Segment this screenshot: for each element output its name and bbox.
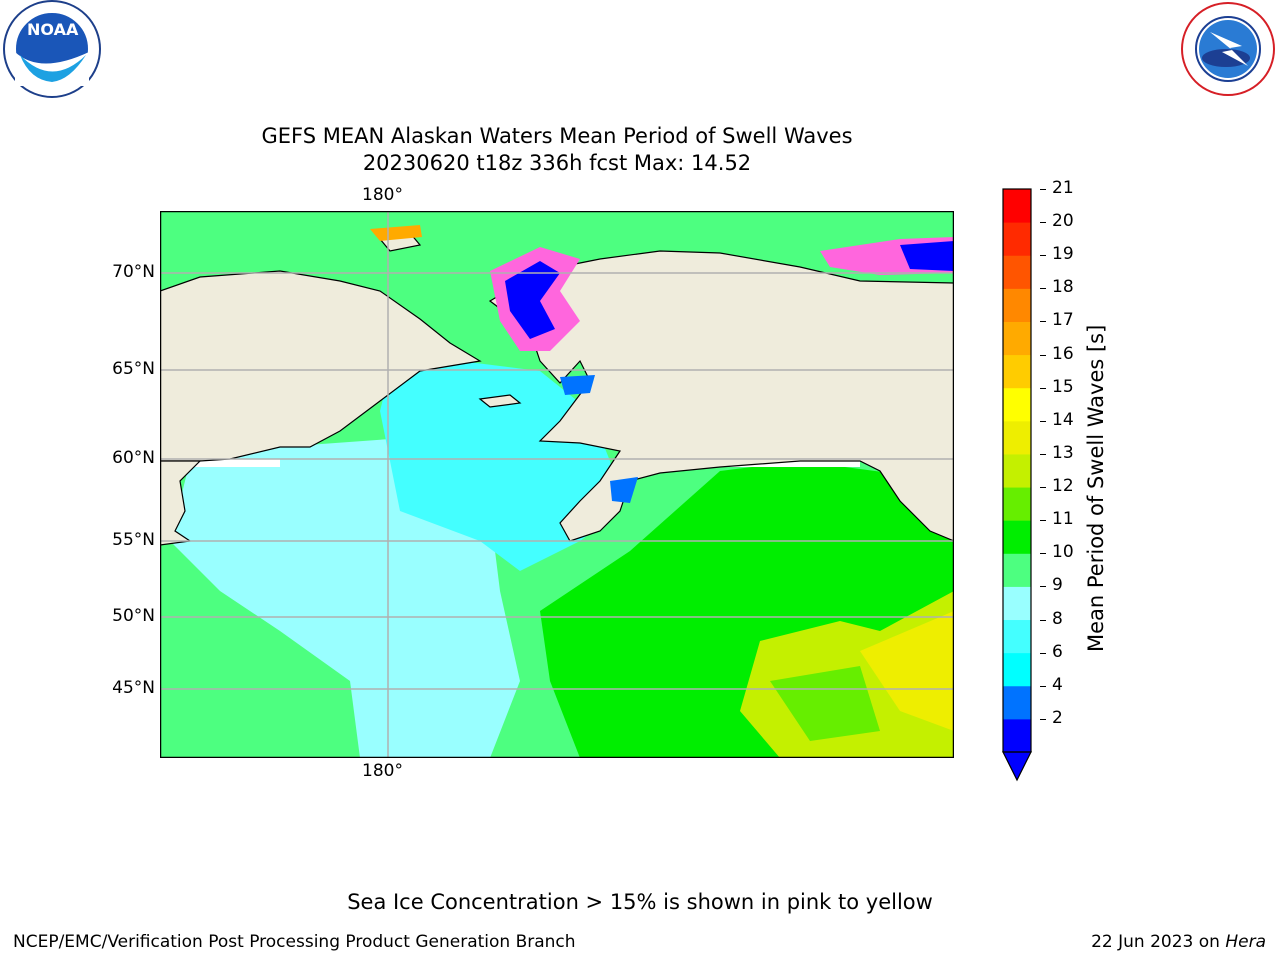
lat-label: 70°N [112, 262, 155, 282]
field-yellow [860, 611, 954, 731]
colorbar-segment [1003, 520, 1031, 554]
colorbar-segment [1003, 420, 1031, 455]
colorbar-segment [1003, 354, 1031, 389]
colorbar-tick-label: 11 [1052, 509, 1074, 530]
colorbar-tick-mark [1040, 321, 1046, 323]
colorbar-tick-label: 9 [1052, 575, 1063, 596]
colorbar-tick-label: 19 [1052, 244, 1074, 265]
missing-band [730, 459, 860, 467]
colorbar-segment [1003, 321, 1031, 356]
land-kamchatka [160, 460, 202, 546]
colorbar-segment [1003, 487, 1031, 521]
colorbar-segment [1003, 553, 1031, 587]
land-st-lawrence-island [478, 394, 522, 408]
colorbar-tick-label: 17 [1052, 310, 1074, 331]
ice-edge-orange [370, 225, 422, 241]
colorbar-tick-mark [1040, 520, 1046, 522]
nws-logo [1176, 0, 1280, 100]
colorbar-tick-mark [1040, 420, 1046, 422]
colorbar-tick-label: 8 [1052, 608, 1063, 629]
lat-label: 65°N [112, 359, 155, 379]
colorbar-tick-mark [1040, 387, 1046, 389]
lat-label: 50°N [112, 606, 155, 626]
lat-label: 55°N [112, 530, 155, 550]
colorbar-tick-label: 10 [1052, 542, 1074, 563]
colorbar-segment [1003, 453, 1031, 488]
colorbar-tick-label: 13 [1052, 442, 1074, 463]
colorbar-tick-label: 2 [1052, 707, 1063, 728]
colorbar-segment [1003, 619, 1031, 654]
colorbar-tick-label: 18 [1052, 277, 1074, 298]
chart-subtitle: 20230620 t18z 336h fcst Max: 14.52 [362, 151, 752, 175]
footer-date-text: 22 Jun 2023 on [1091, 932, 1220, 952]
lon-label-bottom: 180° [362, 761, 403, 781]
lat-label: 60°N [112, 448, 155, 468]
colorbar-segment [1003, 718, 1031, 753]
colorbar-tick-label: 16 [1052, 343, 1074, 364]
colorbar-segment [1003, 288, 1031, 322]
colorbar-tick-mark [1040, 354, 1046, 356]
map-svg [160, 211, 954, 758]
noaa-logo-text: NOAA [27, 20, 79, 39]
colorbar-tick-mark [1040, 553, 1046, 555]
graticule [160, 211, 954, 758]
colorbar-tick-label: 20 [1052, 211, 1074, 232]
colorbar-segment [1003, 189, 1031, 223]
colorbar-tick-label: 21 [1052, 178, 1074, 198]
colorbar-segment [1003, 222, 1031, 256]
colorbar-tick-mark [1040, 685, 1046, 687]
missing-band [160, 459, 280, 467]
ice-bristol-blue [610, 477, 638, 503]
colorbar-tick-label: 14 [1052, 409, 1074, 430]
colorbar-extend-arrow [1002, 751, 1032, 782]
colorbar-tick-mark [1040, 453, 1046, 455]
colorbar-tick-mark [1040, 652, 1046, 654]
colorbar-tick-label: 4 [1052, 674, 1063, 695]
colorbar-segment [1003, 586, 1031, 621]
field-green-patch [770, 666, 880, 741]
noaa-logo: NOAA [0, 0, 104, 100]
colorbar-tick-label: 15 [1052, 376, 1074, 397]
ice-bay-blue [560, 375, 595, 395]
colorbar-segment [1003, 685, 1031, 720]
map-panel [160, 211, 954, 758]
footer-date: 22 Jun 2023 on Hera [1091, 932, 1266, 952]
colorbar-tick-label: 6 [1052, 641, 1063, 662]
colorbar-ticks: 21 20 19 18 17 16 15 14 13 12 11 10 9 8 6 4 2 [1040, 0, 1092, 960]
footer-host: Hera [1225, 932, 1266, 952]
colorbar-segment [1003, 255, 1031, 289]
colorbar-outline [1002, 188, 1032, 753]
colorbar-segment [1003, 387, 1031, 422]
ice-beaufort-blue [900, 241, 954, 271]
colorbar-tick-label: 12 [1052, 476, 1074, 497]
lon-label-top: 180° [362, 185, 403, 205]
colorbar [1000, 186, 1040, 786]
ice-chukchi-blue [505, 261, 560, 339]
colorbar-segment [1003, 652, 1031, 687]
colorbar-tick-mark [1040, 255, 1046, 257]
footer-branch: NCEP/EMC/Verification Post Processing Pr… [13, 932, 576, 952]
colorbar-label: Mean Period of Swell Waves [s] [1084, 324, 1108, 652]
colorbar-tick-mark [1040, 718, 1046, 720]
colorbar-tick-mark [1040, 222, 1046, 224]
colorbar-tick-mark [1040, 288, 1046, 290]
colorbar-tick-mark [1040, 619, 1046, 621]
colorbar-tick-mark [1040, 586, 1046, 588]
chart-title: GEFS MEAN Alaskan Waters Mean Period of … [261, 124, 853, 148]
colorbar-tick-mark [1040, 487, 1046, 489]
colorbar-tick-mark [1040, 189, 1046, 190]
lat-label: 45°N [112, 678, 155, 698]
sea-ice-note: Sea Ice Concentration > 15% is shown in … [347, 890, 933, 914]
field-cyan [380, 361, 620, 571]
